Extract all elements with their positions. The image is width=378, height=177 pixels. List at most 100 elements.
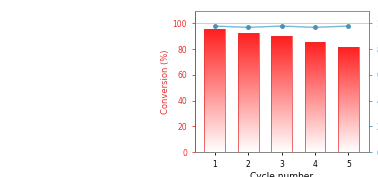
Bar — [204, 138, 225, 139]
Bar — [338, 104, 359, 105]
Bar — [238, 106, 259, 107]
Bar — [204, 115, 225, 116]
Bar — [338, 91, 359, 92]
Bar — [271, 96, 292, 97]
Bar — [204, 110, 225, 111]
Bar — [238, 113, 259, 114]
Bar — [338, 106, 359, 107]
Bar — [305, 95, 325, 96]
Bar — [238, 73, 259, 74]
Bar — [338, 50, 359, 51]
Bar — [204, 80, 225, 81]
Bar — [305, 144, 325, 145]
Bar — [338, 95, 359, 96]
Bar — [238, 42, 259, 43]
Bar — [338, 51, 359, 52]
Bar — [271, 43, 292, 44]
Bar — [271, 69, 292, 70]
Bar — [305, 87, 325, 88]
Bar — [271, 48, 292, 49]
Bar — [305, 50, 325, 51]
Bar — [305, 64, 325, 65]
Bar — [238, 126, 259, 127]
Bar — [238, 102, 259, 103]
Bar — [271, 74, 292, 75]
Bar — [238, 134, 259, 135]
Bar — [338, 52, 359, 53]
Bar — [271, 63, 292, 64]
Bar — [238, 90, 259, 91]
Bar — [204, 67, 225, 68]
Bar — [338, 93, 359, 94]
Bar — [271, 129, 292, 130]
Bar — [305, 126, 325, 127]
Bar — [305, 46, 325, 47]
Bar — [204, 38, 225, 39]
Bar — [238, 38, 259, 39]
Bar — [305, 125, 325, 126]
Bar — [204, 95, 225, 96]
Bar — [305, 142, 325, 143]
Bar — [271, 57, 292, 58]
Bar — [271, 82, 292, 83]
Bar — [305, 57, 325, 58]
Bar — [238, 143, 259, 144]
Bar — [271, 135, 292, 136]
Bar — [204, 114, 225, 115]
Bar — [305, 97, 325, 98]
Bar — [204, 130, 225, 131]
Bar — [271, 94, 292, 95]
Bar — [204, 60, 225, 61]
Bar — [238, 64, 259, 65]
Bar — [338, 60, 359, 61]
Bar — [338, 142, 359, 143]
Bar — [204, 121, 225, 122]
Bar — [305, 93, 325, 94]
Bar — [271, 77, 292, 78]
Bar — [305, 146, 325, 147]
Bar — [305, 54, 325, 55]
Bar — [238, 128, 259, 129]
Bar — [305, 151, 325, 152]
Bar — [204, 142, 225, 143]
Bar — [338, 54, 359, 55]
Bar — [338, 120, 359, 121]
Bar — [305, 139, 325, 140]
Bar — [305, 135, 325, 136]
Bar — [271, 46, 292, 47]
Bar — [204, 91, 225, 92]
Bar — [238, 88, 259, 89]
Bar — [204, 90, 225, 91]
Bar — [204, 103, 225, 104]
Bar — [238, 47, 259, 48]
Bar — [238, 142, 259, 143]
Bar — [204, 99, 225, 100]
Bar — [305, 68, 325, 69]
Bar — [338, 114, 359, 115]
Bar — [204, 135, 225, 136]
Bar — [238, 75, 259, 76]
Bar — [338, 129, 359, 130]
Bar — [271, 115, 292, 116]
Bar — [338, 48, 359, 49]
Bar — [338, 136, 359, 137]
Bar — [271, 122, 292, 123]
Bar — [238, 45, 259, 46]
Bar — [305, 133, 325, 134]
Bar — [305, 149, 325, 150]
Bar — [305, 98, 325, 99]
Bar — [204, 59, 225, 60]
Bar — [305, 67, 325, 68]
Bar — [305, 148, 325, 149]
Bar — [238, 147, 259, 148]
Bar — [338, 140, 359, 141]
Bar — [271, 144, 292, 145]
Bar — [338, 124, 359, 125]
Bar — [305, 132, 325, 133]
Bar — [305, 137, 325, 138]
Bar — [338, 113, 359, 114]
Bar — [271, 49, 292, 50]
Bar — [204, 113, 225, 114]
Bar — [305, 62, 325, 63]
Bar — [204, 98, 225, 99]
